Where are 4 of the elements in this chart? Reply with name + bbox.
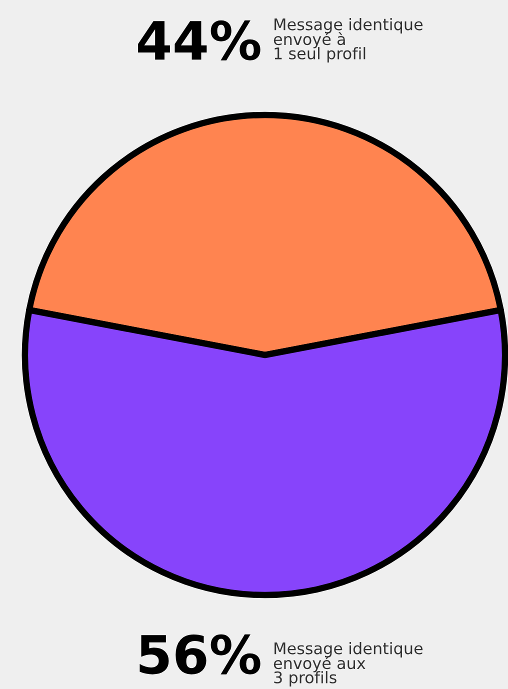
- slice-label: Message identique envoyé à 1 seul profil: [274, 18, 423, 63]
- data-label: 44%: [138, 20, 260, 60]
- data-label: 56%: [140, 634, 260, 674]
- slice-label: Message identique envoyé aux 3 profils: [274, 642, 423, 687]
